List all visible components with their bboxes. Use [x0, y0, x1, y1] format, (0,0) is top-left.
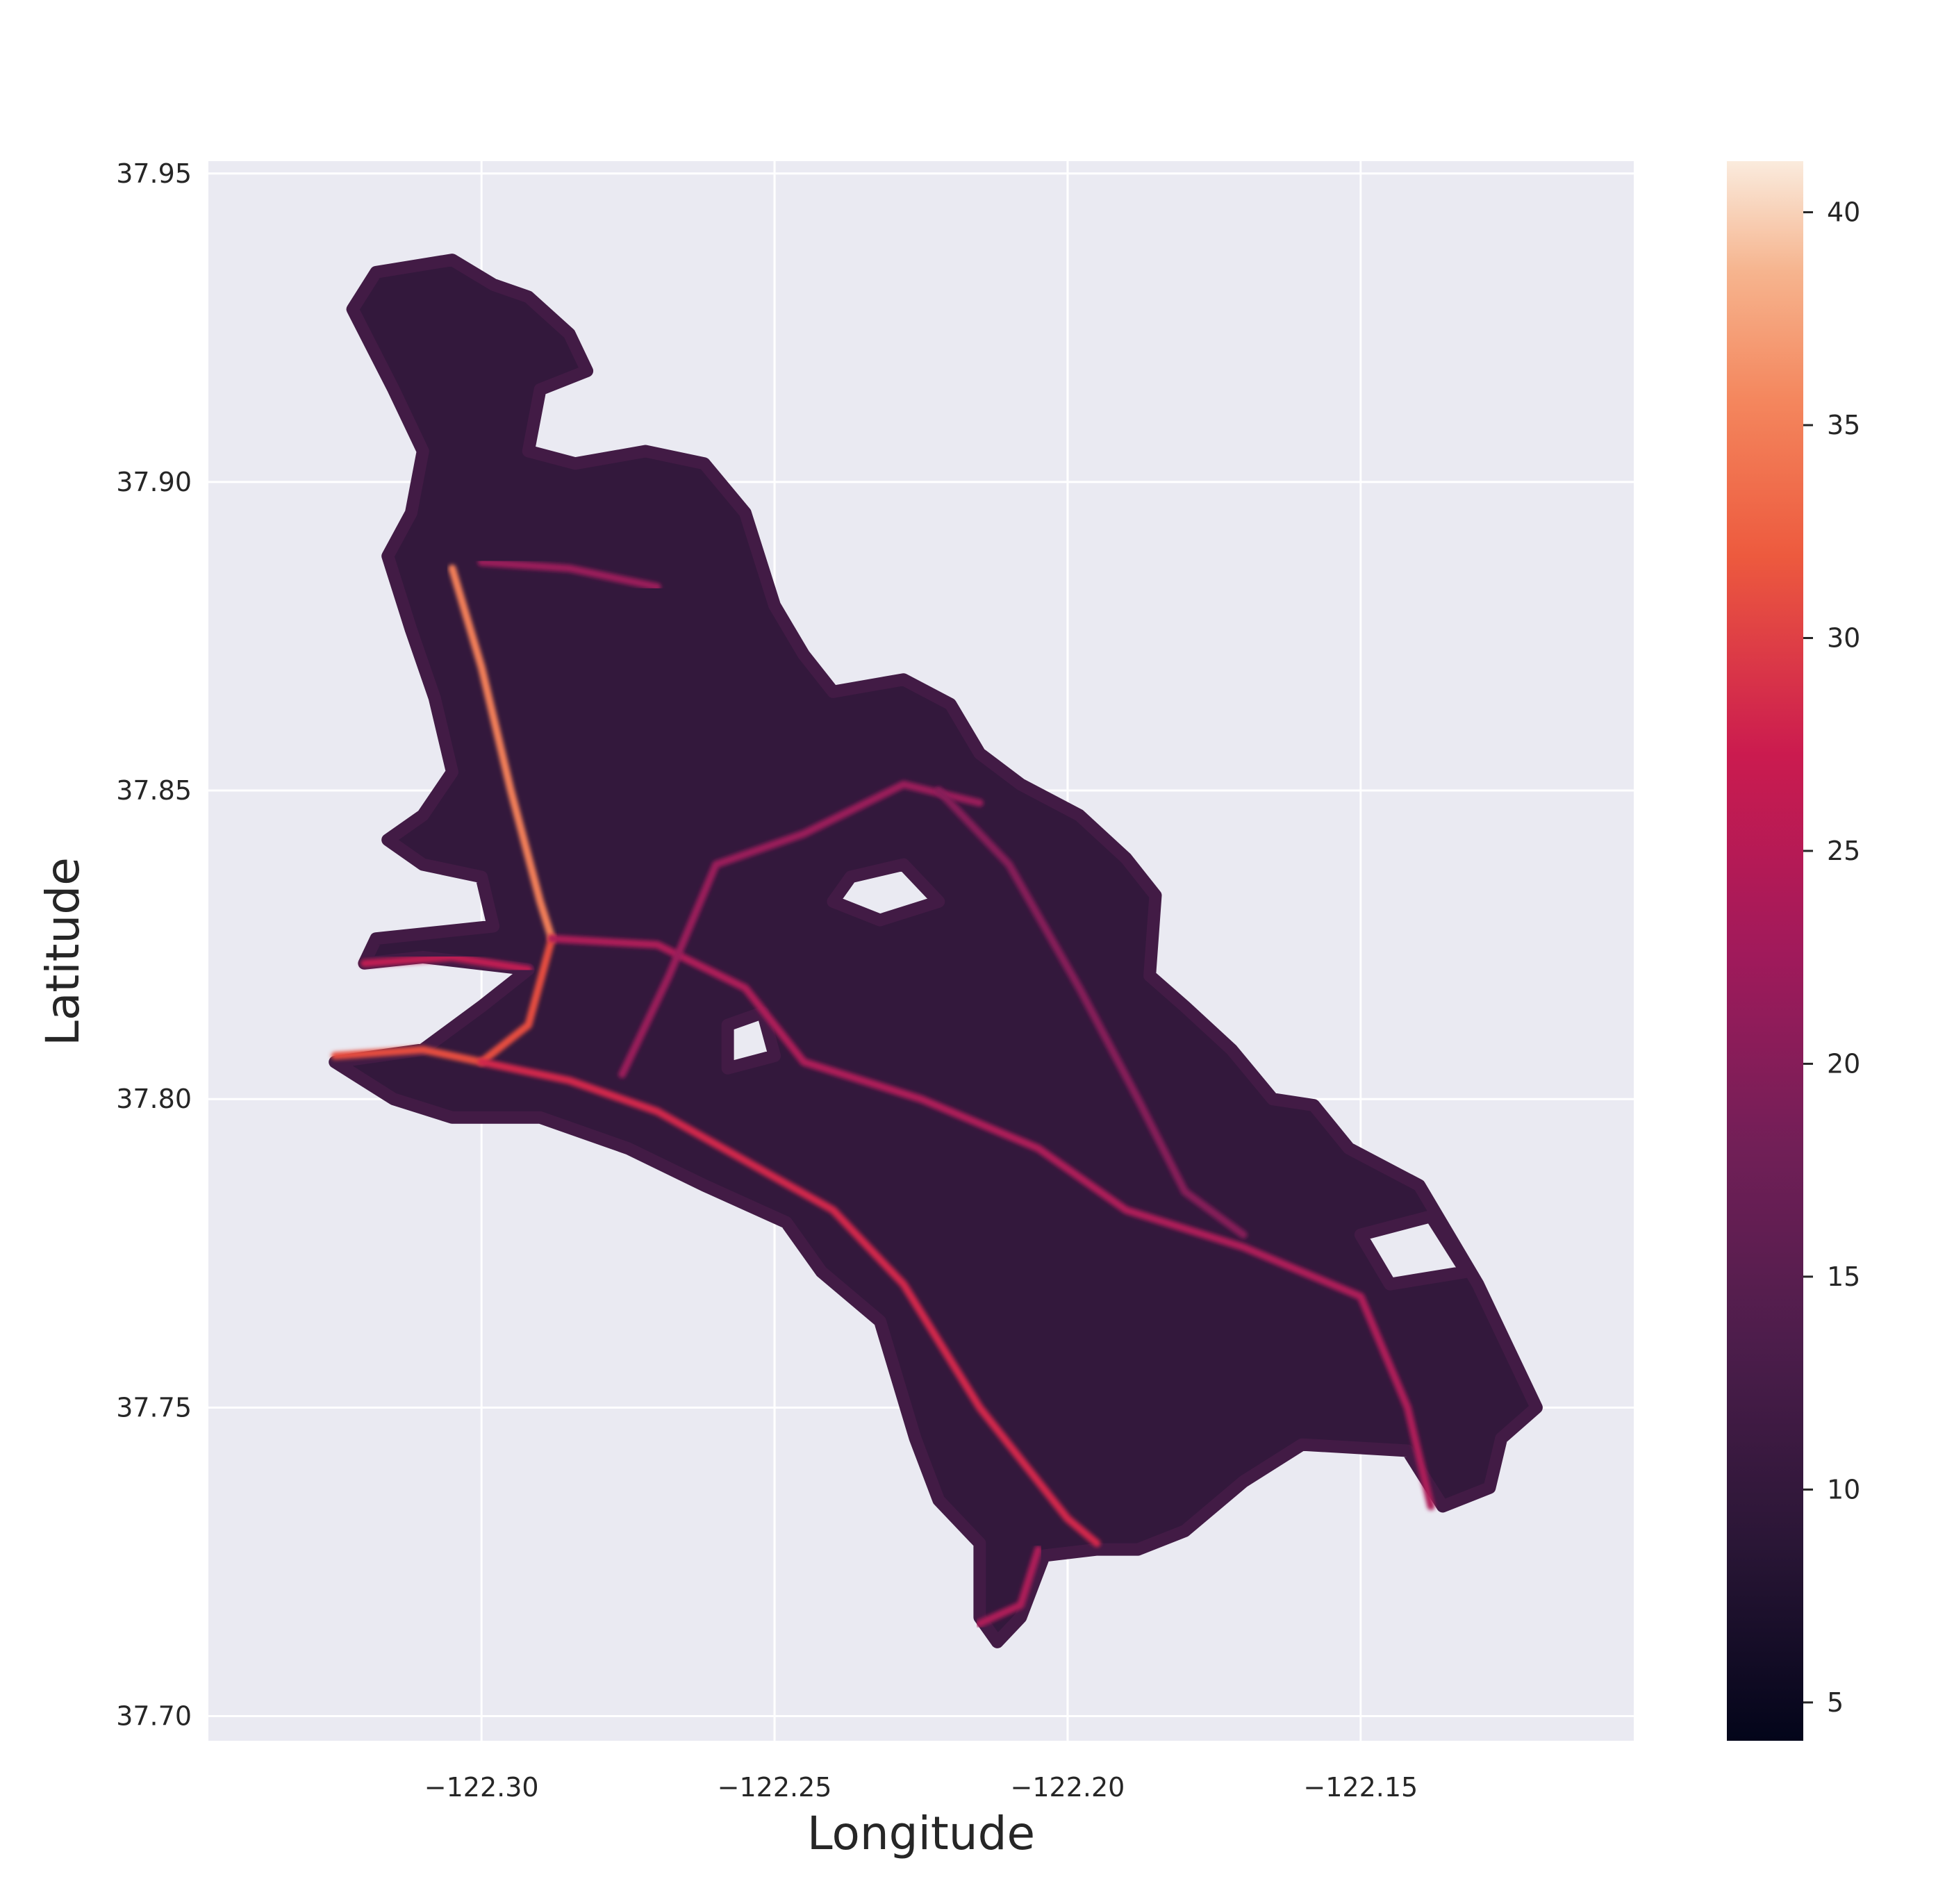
y-tick-label: 37.80 — [116, 1084, 192, 1114]
x-tick-label: −122.25 — [718, 1772, 832, 1803]
y-tick-label: 37.85 — [116, 775, 192, 806]
colorbar-tick-label: 15 — [1827, 1261, 1860, 1292]
corridor-3 — [547, 934, 1435, 1510]
corridor-2 — [477, 1058, 1101, 1548]
colorbar-tick-label: 5 — [1827, 1687, 1844, 1718]
y-axis-label: Latitude — [36, 857, 90, 1046]
corridor-0 — [448, 564, 556, 943]
corridor-6 — [360, 953, 533, 974]
colorbar-tick-label: 40 — [1827, 197, 1860, 228]
corridor-4 — [618, 780, 984, 1079]
y-tick-label: 37.75 — [116, 1392, 192, 1423]
x-tick-label: −122.15 — [1303, 1772, 1418, 1803]
y-tick-label: 37.70 — [116, 1700, 192, 1731]
colorbar-tick-label: 30 — [1827, 622, 1860, 653]
corridor-8 — [477, 558, 661, 591]
region-area — [329, 254, 1543, 1648]
x-tick-label: −122.30 — [424, 1772, 539, 1803]
colorbar-tick-label: 10 — [1827, 1474, 1860, 1505]
corridor-7 — [975, 1546, 1043, 1628]
y-tick-label: 37.95 — [116, 158, 192, 189]
x-axis-label: Longitude — [807, 1807, 1035, 1860]
road-corridors — [331, 558, 1435, 1628]
colorbar-ticks: 5 10 15 20 25 30 35 40 — [1803, 197, 1860, 1718]
y-axis-ticks: 37.70 37.75 37.80 37.85 37.90 37.95 — [116, 158, 192, 1732]
corridor-5 — [934, 786, 1248, 1239]
colorbar-tick-label: 25 — [1827, 836, 1860, 866]
y-tick-label: 37.90 — [116, 467, 192, 497]
x-axis-ticks: −122.30 −122.25 −122.20 −122.15 — [424, 1772, 1418, 1803]
colorbar-tick-label: 35 — [1827, 410, 1860, 440]
heatmap-region — [329, 254, 1543, 1648]
x-tick-label: −122.20 — [1011, 1772, 1125, 1803]
colorbar-tick-label: 20 — [1827, 1048, 1860, 1079]
colorbar — [1727, 161, 1803, 1741]
